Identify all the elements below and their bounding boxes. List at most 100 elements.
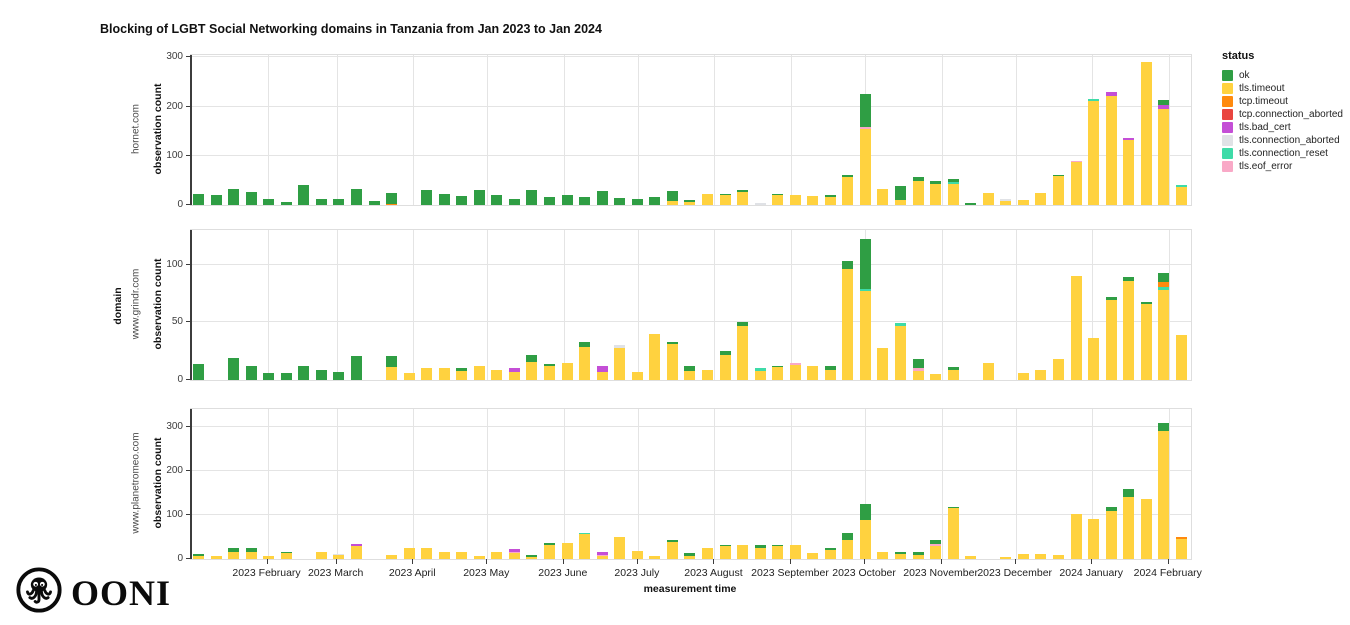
bar bbox=[315, 230, 327, 380]
bar bbox=[491, 409, 503, 559]
bar bbox=[561, 55, 573, 205]
bar-segment-tls.timeout bbox=[1158, 109, 1170, 205]
bar-segment-ok bbox=[895, 551, 906, 554]
bar-segment-tls.timeout bbox=[824, 196, 836, 205]
bar bbox=[807, 230, 819, 380]
bar-segment-ok bbox=[280, 551, 292, 554]
bar-segment-tls.timeout bbox=[1035, 193, 1047, 205]
bar-segment-tls.timeout bbox=[684, 370, 696, 380]
bar-segment-tls.timeout bbox=[930, 374, 942, 380]
bar bbox=[403, 409, 415, 559]
bar-segment-ok bbox=[912, 359, 924, 369]
x-tick-label: 2023 September bbox=[751, 567, 829, 579]
bar bbox=[526, 409, 538, 559]
bar-segment-tls.timeout bbox=[754, 370, 766, 380]
bar-segment-ok bbox=[772, 193, 784, 196]
bar-segment-tls.timeout bbox=[456, 551, 468, 559]
legend-swatch bbox=[1222, 83, 1233, 94]
bar bbox=[386, 409, 398, 559]
bar-segment-ok bbox=[737, 190, 749, 192]
bar bbox=[614, 409, 626, 559]
bar-segment-tls.timeout bbox=[1088, 100, 1100, 205]
bar-segment-tls.timeout bbox=[508, 552, 520, 559]
x-tick-mark bbox=[266, 559, 268, 564]
plot-area-hornet: 0 100 200 300 bbox=[166, 52, 1192, 210]
month-gridline bbox=[1015, 55, 1017, 205]
y-tick-label: 0 bbox=[177, 374, 183, 385]
bar bbox=[421, 55, 433, 205]
bar-segment-tls.timeout bbox=[737, 544, 749, 559]
bar-segment-tls.timeout bbox=[877, 188, 889, 205]
x-tick-mark bbox=[790, 559, 791, 564]
x-tick-label: 2023 November bbox=[903, 567, 978, 579]
y-tick-mark bbox=[186, 513, 190, 515]
bar-segment-tls.timeout bbox=[737, 191, 749, 205]
bar-segment-ok bbox=[491, 195, 503, 205]
y-tick-label: 50 bbox=[171, 316, 183, 328]
bar-segment-ok bbox=[1140, 301, 1152, 304]
x-tick-label: 2023 April bbox=[388, 567, 436, 579]
bar bbox=[544, 409, 555, 559]
bar-segment-ok bbox=[842, 174, 854, 177]
bar-segment-ok bbox=[315, 369, 327, 380]
month-gridline bbox=[941, 55, 943, 205]
month-gridline bbox=[336, 230, 338, 380]
bar-segment-tls.timeout bbox=[666, 344, 678, 380]
bar-segment-tls.timeout bbox=[982, 362, 994, 380]
bar-segment-tls.timeout bbox=[491, 551, 503, 559]
bar-segment-ok bbox=[280, 373, 292, 380]
bar-segment-tls.bad_cert bbox=[596, 551, 608, 555]
bar bbox=[772, 55, 784, 205]
y-tick-mark bbox=[186, 204, 190, 205]
bar bbox=[263, 230, 275, 380]
bar bbox=[210, 55, 222, 205]
bar-segment-tls.eof_error bbox=[789, 362, 801, 365]
bar-segment-tls.timeout bbox=[561, 362, 573, 380]
bar-segment-tls.timeout bbox=[631, 551, 643, 559]
bar-segment-ok bbox=[772, 366, 784, 368]
bar bbox=[438, 55, 450, 205]
bar-segment-ok bbox=[719, 544, 731, 547]
bar-segment-ok bbox=[333, 371, 345, 380]
bar-segment-tls.timeout bbox=[842, 269, 854, 380]
bar bbox=[403, 230, 415, 380]
bar-segment-tls.bad_cert bbox=[1105, 92, 1117, 96]
bar bbox=[737, 230, 749, 380]
bar bbox=[719, 409, 731, 559]
bar bbox=[737, 409, 749, 559]
bar bbox=[228, 55, 240, 205]
y-tick-label: 200 bbox=[166, 100, 183, 112]
bar-segment-tls.timeout bbox=[1105, 95, 1117, 205]
bar bbox=[859, 409, 871, 559]
month-gridline bbox=[563, 55, 565, 205]
bar-segment-tls.timeout bbox=[1088, 518, 1100, 559]
bar bbox=[701, 230, 713, 380]
bar bbox=[245, 409, 257, 559]
bar bbox=[859, 55, 871, 205]
x-tick-mark bbox=[412, 559, 414, 564]
bar bbox=[263, 409, 275, 559]
bar-segment-ok bbox=[895, 186, 906, 201]
y-tick-mark bbox=[186, 56, 190, 58]
bar-segment-ok bbox=[947, 506, 959, 509]
bar bbox=[982, 230, 994, 380]
bar bbox=[824, 230, 836, 380]
bar-segment-ok bbox=[544, 196, 555, 205]
bar bbox=[193, 409, 204, 559]
bar bbox=[561, 230, 573, 380]
bar bbox=[631, 55, 643, 205]
bar bbox=[859, 230, 871, 380]
y-tick-mark bbox=[186, 558, 190, 559]
month-gridline bbox=[267, 230, 269, 380]
bar-segment-tls.timeout bbox=[1158, 431, 1170, 559]
bar-segment-tls.timeout bbox=[228, 552, 240, 559]
bar bbox=[807, 409, 819, 559]
bar-segment-tls.timeout bbox=[719, 546, 731, 559]
bar-segment-tls.timeout bbox=[544, 366, 555, 380]
month-gridline bbox=[1092, 230, 1094, 380]
bar bbox=[579, 409, 591, 559]
bar bbox=[245, 230, 257, 380]
bar bbox=[280, 409, 292, 559]
bar-segment-tls.timeout bbox=[1052, 555, 1064, 559]
